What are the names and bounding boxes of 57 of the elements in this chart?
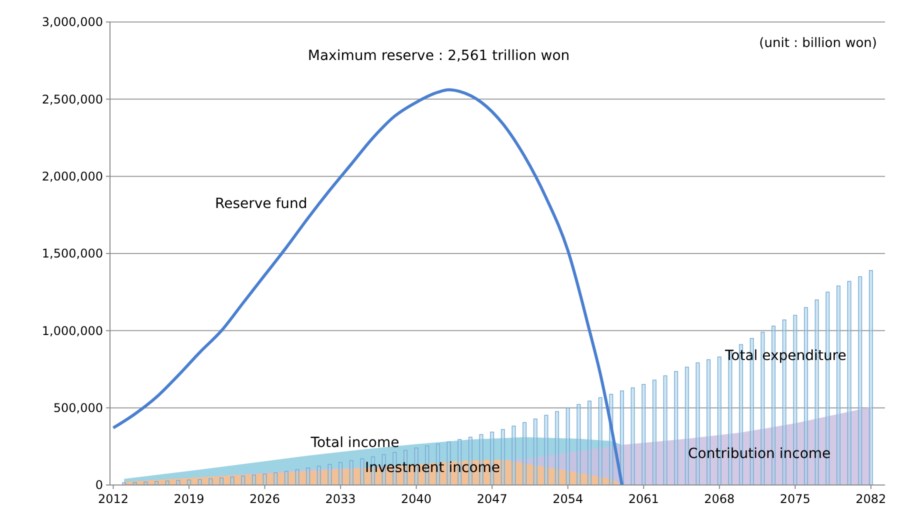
- bar: [284, 470, 288, 486]
- y-tick-label: 0: [95, 478, 103, 492]
- bar: [858, 276, 862, 486]
- x-tick-label: 2082: [856, 492, 886, 506]
- x-tick-label: 2026: [250, 492, 280, 506]
- annotation: (unit : billion won): [759, 36, 877, 51]
- series-label: Investment income: [365, 460, 500, 476]
- bar: [576, 404, 581, 486]
- x-tick-label: 2054: [552, 492, 584, 506]
- bar: [230, 476, 234, 486]
- y-tick-label: 2,500,000: [42, 92, 103, 106]
- x-tick-label: 2040: [401, 492, 432, 506]
- bar: [316, 466, 321, 486]
- y-tick-label: 2,000,000: [42, 170, 103, 184]
- bar: [588, 400, 592, 486]
- bar: [544, 414, 548, 486]
- bar: [262, 474, 267, 486]
- bar: [220, 478, 224, 486]
- bar: [500, 429, 505, 486]
- bar: [566, 407, 570, 486]
- bar: [684, 366, 689, 486]
- bar: [555, 411, 560, 486]
- x-tick-label: 2047: [476, 492, 508, 506]
- bar: [360, 458, 364, 486]
- series-label: Contribution income: [688, 446, 831, 462]
- bar: [868, 270, 873, 486]
- bar: [306, 468, 310, 486]
- bar: [349, 460, 354, 486]
- bar: [338, 462, 343, 486]
- bar: [847, 280, 852, 486]
- series-label: Total income: [310, 435, 400, 451]
- bar: [674, 371, 678, 486]
- x-tick-label: 2019: [174, 492, 204, 506]
- annotation: Maximum reserve : 2,561 trillion won: [308, 48, 570, 64]
- y-tick-label: 1,500,000: [42, 246, 103, 261]
- bar: [241, 476, 246, 486]
- bar: [252, 474, 256, 486]
- y-tick-label: 1,000,000: [42, 324, 103, 338]
- bar: [652, 380, 656, 486]
- bar: [598, 397, 602, 486]
- x-tick-label: 2061: [628, 492, 659, 506]
- bar: [446, 441, 451, 486]
- bar: [198, 479, 202, 486]
- x-tick-label: 2068: [704, 492, 735, 506]
- bar: [274, 472, 278, 486]
- x-tick-label: 2075: [780, 492, 810, 506]
- bar: [522, 422, 527, 486]
- x-tick-label: 2012: [98, 492, 129, 506]
- bar: [642, 384, 646, 486]
- y-tick-label: 500,000: [53, 401, 103, 416]
- bar: [533, 418, 538, 486]
- bar: [620, 390, 624, 486]
- line-series: [112, 88, 624, 486]
- series-label: Reserve fund: [215, 196, 308, 212]
- y-tick-label: 3,000,000: [42, 15, 103, 30]
- bar: [630, 387, 635, 486]
- x-tick-label: 2033: [325, 492, 356, 506]
